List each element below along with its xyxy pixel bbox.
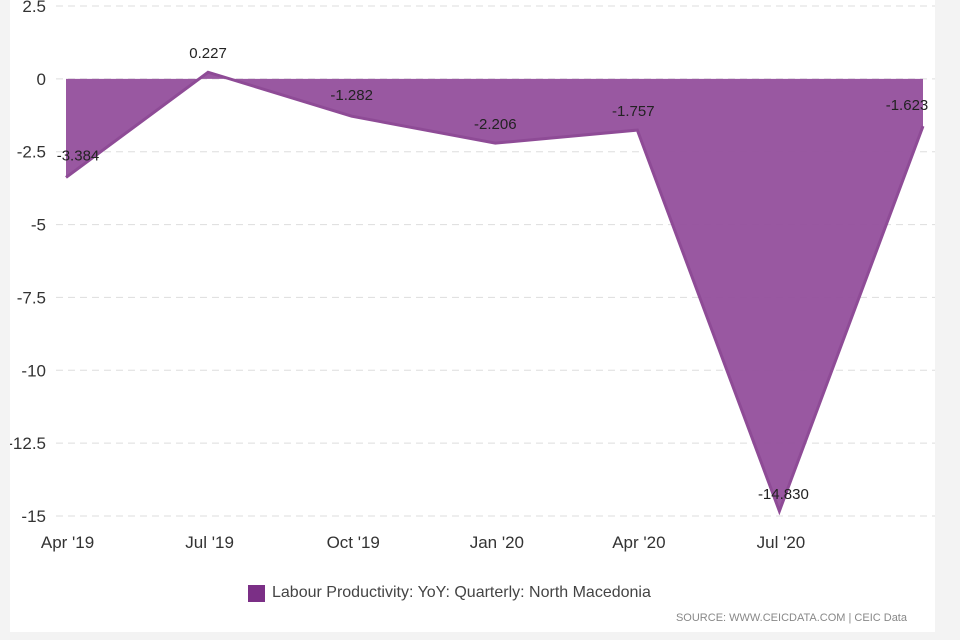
data-label: 0.227 — [189, 45, 227, 62]
data-label: -1.282 — [330, 87, 373, 104]
data-label: -3.384 — [57, 147, 100, 164]
area-chart: 2.5 0 -2.5 -5 -7.5 -10 -12.5 -15 Apr '19 Jul '19 O… — [10, 0, 935, 552]
x-tick-label: Jan '20 — [470, 533, 524, 552]
x-tick-label: Apr '19 — [41, 533, 94, 552]
data-label: -1.623 — [886, 97, 929, 114]
x-tick-label: Jul '20 — [757, 533, 806, 552]
y-tick-label: -2.5 — [17, 143, 46, 162]
source-note: SOURCE: WWW.CEICDATA.COM | CEIC Data — [675, 612, 907, 624]
chart-panel: 2.5 0 -2.5 -5 -7.5 -10 -12.5 -15 Apr '19 Jul '19 O… — [10, 0, 935, 632]
x-tick-label: Jul '19 — [185, 533, 234, 552]
y-tick-label: -12.5 — [10, 434, 46, 453]
y-tick-label: -5 — [31, 216, 46, 235]
x-tick-label: Oct '19 — [327, 533, 380, 552]
y-tick-label: -10 — [21, 361, 46, 380]
data-label: -2.206 — [474, 116, 517, 133]
x-tick-label: Apr '20 — [612, 533, 665, 552]
series-line — [65, 70, 925, 516]
legend-label: Labour Productivity: YoY: Quarterly: Nor… — [272, 584, 651, 601]
legend[interactable]: Labour Productivity: YoY: Quarterly: Nor… — [248, 584, 651, 602]
legend-swatch — [248, 584, 265, 602]
series-area — [66, 72, 923, 512]
y-tick-label: -15 — [21, 507, 46, 526]
y-tick-label: 2.5 — [22, 0, 46, 16]
data-label: -14.830 — [758, 486, 809, 503]
y-tick-label: 0 — [37, 70, 46, 89]
data-label: -1.757 — [612, 103, 655, 120]
y-tick-label: -7.5 — [17, 288, 46, 307]
